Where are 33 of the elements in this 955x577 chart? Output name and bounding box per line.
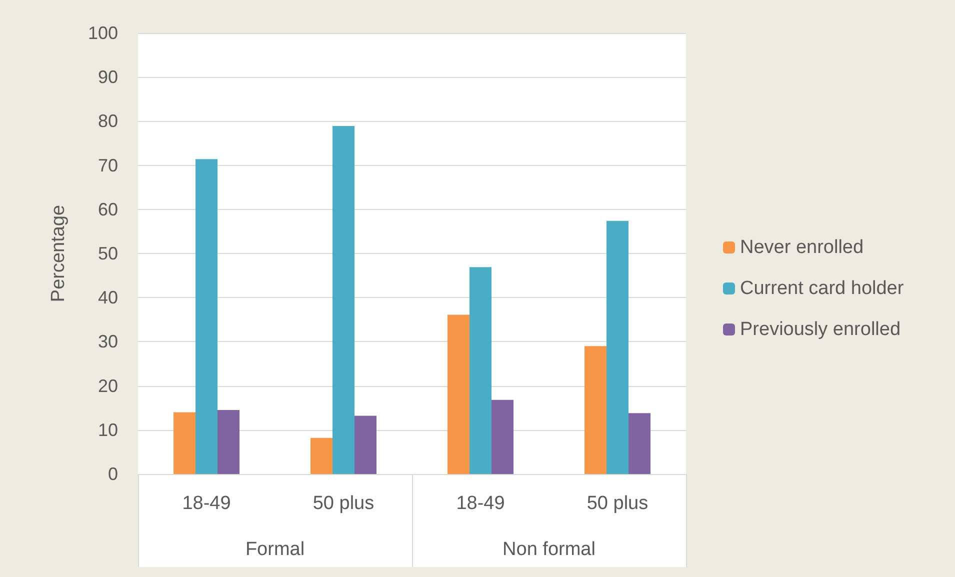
y-axis-title: Percentage [48, 204, 69, 302]
bar [310, 438, 332, 474]
x-tick-label: 50 plus [586, 493, 648, 514]
y-tick-label: 100 [88, 23, 118, 43]
y-tick-label: 90 [98, 67, 118, 88]
y-tick-label: 40 [98, 288, 118, 308]
bar [628, 413, 650, 474]
bar [332, 126, 354, 474]
bar [174, 412, 196, 474]
bar [354, 416, 376, 474]
y-tick-label: 50 [98, 244, 118, 264]
bar [448, 314, 470, 474]
bar [606, 220, 628, 474]
x-tick-label: 50 plus [312, 493, 374, 514]
x-tick-label: 18-49 [456, 493, 505, 514]
legend-label: Previously enrolled [740, 319, 901, 340]
y-tick-label: 10 [98, 420, 118, 440]
y-tick-label: 20 [98, 376, 118, 396]
bar [492, 400, 514, 474]
y-tick-label: 70 [98, 155, 118, 176]
bar [218, 410, 240, 474]
y-tick-label: 60 [98, 199, 118, 220]
bar [196, 159, 218, 474]
legend-label: Current card holder [740, 278, 904, 299]
x-tick-label: 18-49 [182, 493, 231, 514]
text: Formal [245, 539, 305, 560]
legend-label: Never enrolled [740, 237, 864, 258]
bar [470, 267, 492, 474]
y-tick-label: 80 [98, 111, 118, 132]
y-tick-label: 30 [98, 332, 118, 352]
text: Non formal [502, 539, 596, 560]
bar [584, 346, 606, 474]
y-tick-label: 0 [108, 464, 118, 484]
